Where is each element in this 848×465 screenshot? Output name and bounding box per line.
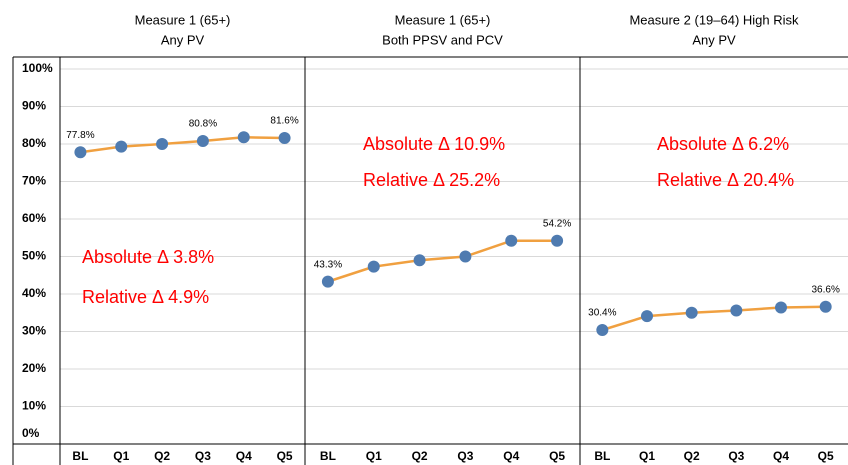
x-tick-label: Q3 xyxy=(728,449,744,463)
data-point xyxy=(775,301,787,314)
annotation: Relative Δ 25.2% xyxy=(363,170,500,190)
annotation: Absolute Δ 3.8% xyxy=(82,247,214,267)
data-point xyxy=(115,140,128,153)
panel-subtitle: Any PV xyxy=(692,32,736,47)
annotation: Absolute Δ 6.2% xyxy=(657,134,789,154)
panel-subtitle: Both PPSV and PCV xyxy=(382,32,503,47)
y-tick-label: 20% xyxy=(22,361,46,375)
y-tick-label: 50% xyxy=(22,249,46,263)
data-label: 30.4% xyxy=(588,308,616,319)
y-tick-label: 30% xyxy=(22,324,46,338)
panel-title: Measure 1 (65+) xyxy=(395,12,491,27)
data-point xyxy=(641,310,653,323)
panel-subtitle: Any PV xyxy=(161,32,205,47)
annotation: Absolute Δ 10.9% xyxy=(363,134,505,154)
data-point xyxy=(819,300,832,313)
y-tick-label: 10% xyxy=(22,399,46,413)
series-line xyxy=(327,239,558,283)
data-point xyxy=(237,131,250,144)
x-tick-label: Q4 xyxy=(236,449,252,463)
y-tick-label: 40% xyxy=(22,286,46,300)
x-tick-label: Q4 xyxy=(503,449,519,463)
x-tick-label: Q1 xyxy=(366,449,382,463)
x-tick-label: Q3 xyxy=(457,449,473,463)
data-point xyxy=(278,132,291,144)
panel-title: Measure 1 (65+) xyxy=(135,12,231,27)
data-point xyxy=(505,234,518,247)
data-label: 36.6% xyxy=(811,284,839,295)
data-label: 80.8% xyxy=(189,119,217,130)
x-tick-label: Q1 xyxy=(113,449,129,463)
data-label: 43.3% xyxy=(314,259,342,270)
x-tick-label: Q1 xyxy=(639,449,655,463)
data-point xyxy=(459,250,472,263)
data-point xyxy=(551,234,564,247)
data-point xyxy=(367,260,380,273)
x-tick-label: Q5 xyxy=(818,449,834,463)
y-tick-label: 100% xyxy=(22,61,53,75)
x-tick-label: Q2 xyxy=(412,449,428,463)
series-line xyxy=(80,135,285,154)
annotation: Relative Δ 20.4% xyxy=(657,170,794,190)
data-point xyxy=(413,254,426,267)
y-tick-label: 90% xyxy=(22,99,46,113)
annotation: Relative Δ 4.9% xyxy=(82,287,209,307)
x-tick-label: Q4 xyxy=(773,449,789,463)
y-tick-label: 80% xyxy=(22,136,46,150)
x-tick-label: Q2 xyxy=(684,449,700,463)
data-point xyxy=(196,135,209,147)
y-tick-label: 0% xyxy=(22,426,40,440)
x-tick-label: BL xyxy=(72,449,88,463)
x-tick-label: BL xyxy=(320,449,336,463)
x-tick-label: BL xyxy=(594,449,610,463)
x-tick-label: Q3 xyxy=(195,449,211,463)
data-point xyxy=(685,306,698,319)
data-point xyxy=(156,138,169,150)
x-tick-label: Q5 xyxy=(549,449,565,463)
data-label: 81.6% xyxy=(270,116,298,127)
data-label: 77.8% xyxy=(66,130,94,141)
data-point xyxy=(321,275,334,288)
x-tick-label: Q5 xyxy=(277,449,293,463)
data-point xyxy=(730,304,743,317)
panel-title: Measure 2 (19–64) High Risk xyxy=(629,12,799,27)
series-line xyxy=(601,305,826,332)
data-point xyxy=(596,324,609,336)
data-point xyxy=(74,146,87,159)
y-tick-label: 60% xyxy=(22,211,46,225)
data-label: 54.2% xyxy=(543,218,571,229)
y-tick-label: 70% xyxy=(22,174,46,188)
x-tick-label: Q2 xyxy=(154,449,170,463)
